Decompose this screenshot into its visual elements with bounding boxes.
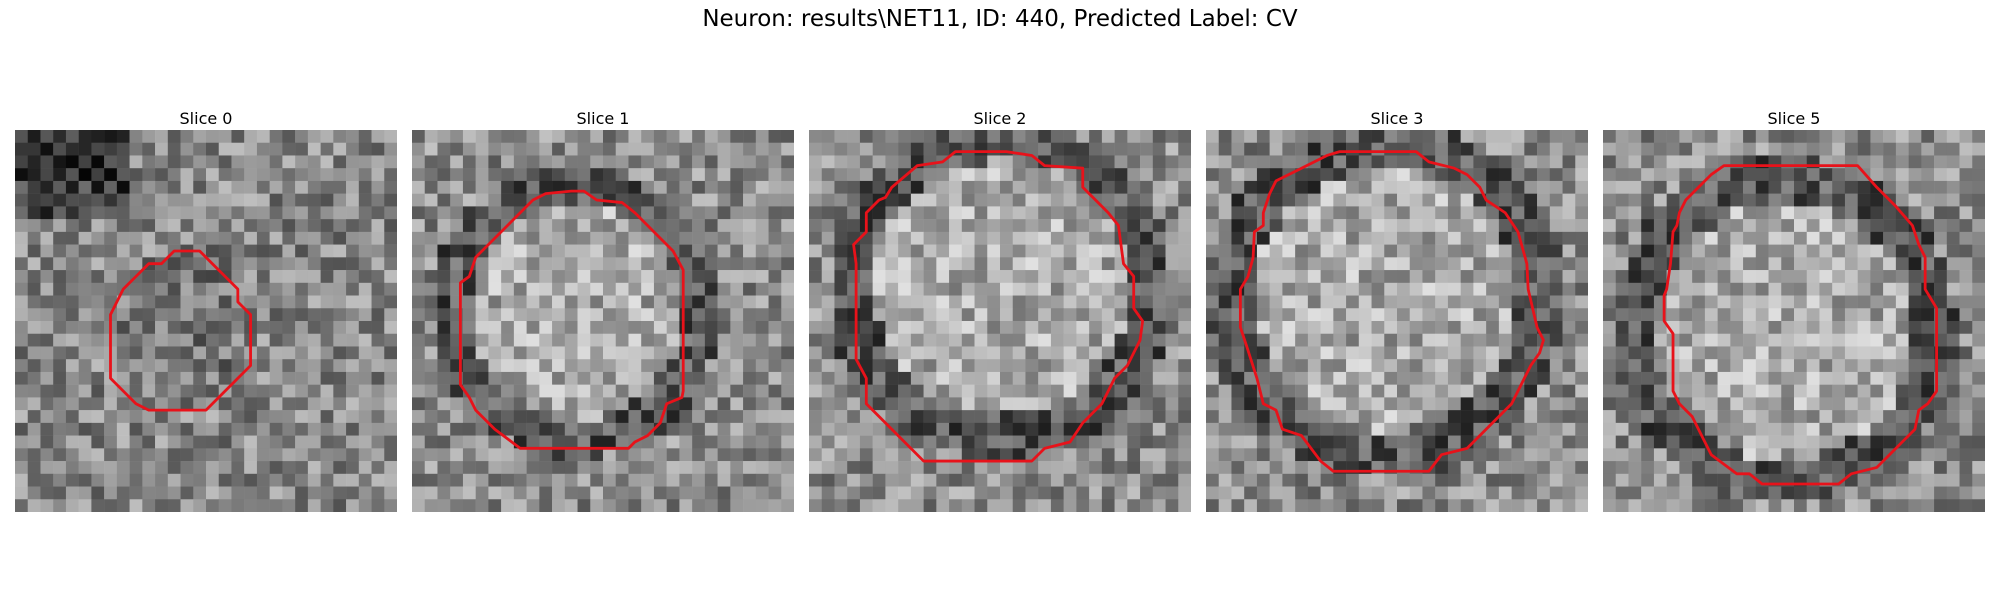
cell-contour <box>458 189 685 450</box>
slice-title-3: Slice 3 <box>1370 109 1424 128</box>
slice-panel-3: Slice 3 <box>1206 108 1588 512</box>
slice-image-3 <box>1206 130 1588 512</box>
slice-title-1: Slice 1 <box>576 109 630 128</box>
slice-image-0 <box>15 130 397 512</box>
slice-panel-4: Slice 5 <box>1603 108 1985 512</box>
slice-panel-0: Slice 0 <box>15 108 397 512</box>
pixel-grid <box>1206 130 1588 512</box>
slice-image-1 <box>412 130 794 512</box>
figure-title: Neuron: results\NET11, ID: 440, Predicte… <box>702 6 1298 32</box>
slice-image-2 <box>809 130 1191 512</box>
pixel-grid <box>1603 130 1985 512</box>
cell-contour <box>852 150 1145 463</box>
pixel-grid <box>809 130 1191 512</box>
pixel-grid <box>412 130 794 512</box>
slice-image-4 <box>1603 130 1985 512</box>
cell-contour <box>1662 164 1939 486</box>
slice-title-2: Slice 2 <box>973 109 1027 128</box>
slice-title-4: Slice 5 <box>1767 109 1821 128</box>
cell-contour <box>1238 150 1545 473</box>
pixel-grid <box>15 130 397 512</box>
slice-title-0: Slice 0 <box>179 109 233 128</box>
cell-contour <box>109 249 252 412</box>
slice-panel-1: Slice 1 <box>412 108 794 512</box>
slice-panel-2: Slice 2 <box>809 108 1191 512</box>
